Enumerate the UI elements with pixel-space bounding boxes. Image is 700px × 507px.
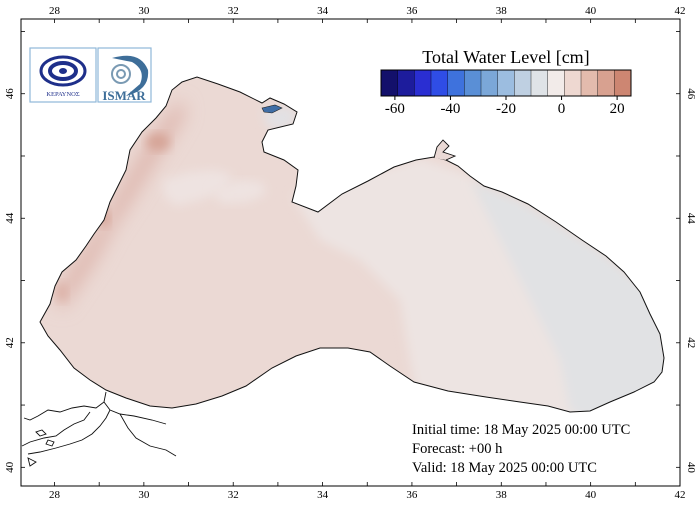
colorbar-cell	[481, 70, 498, 96]
forecast-info: Initial time: 18 May 2025 00:00 UTC Fore…	[412, 422, 630, 476]
lat-label-left: 40	[4, 461, 16, 473]
national-observatory-logo: ΚΕΡΑΥΝΟΣ	[29, 47, 97, 103]
black-sea-coastline	[39, 76, 665, 413]
colorbar-tick-label: -40	[440, 101, 460, 117]
lon-label-bottom: 42	[675, 489, 686, 501]
logo-text-ismar: ISMAR	[102, 88, 146, 103]
lat-label-right: 44	[685, 213, 697, 225]
colorbar-cell	[414, 70, 432, 96]
marmara-coastline	[21, 391, 177, 467]
colorbar-tick-label: -20	[496, 101, 516, 117]
lat-ticks-right: 40 42 44 46	[685, 88, 697, 473]
lon-label-top: 30	[138, 5, 150, 17]
colorbar-cell	[431, 70, 448, 96]
lat-label-right: 42	[685, 337, 697, 348]
colorbar-cell	[447, 70, 465, 96]
colorbar-cell	[497, 70, 515, 96]
lon-label-top: 36	[406, 5, 418, 17]
lon-label-top: 38	[496, 5, 508, 17]
lon-label-bottom: 28	[49, 489, 61, 501]
colorbar-tick-label: 0	[558, 101, 566, 117]
lon-label-bottom: 34	[317, 489, 329, 501]
lon-label-top: 34	[317, 5, 329, 17]
frame-border-ticks	[21, 19, 681, 486]
colorbar-cells	[381, 70, 632, 96]
valid-time: Valid: 18 May 2025 00:00 UTC	[412, 460, 597, 476]
colorbar-cell	[397, 70, 415, 96]
lon-label-bottom: 30	[138, 489, 150, 501]
initial-time: Initial time: 18 May 2025 00:00 UTC	[412, 422, 630, 438]
colorbar-cell	[547, 70, 565, 96]
colorbar-cell	[614, 70, 632, 96]
lat-label-left: 44	[4, 212, 16, 224]
colorbar-cell	[531, 70, 548, 96]
lon-label-top: 42	[675, 5, 686, 17]
colorbar-cell	[381, 70, 398, 96]
lon-ticks-top: 28 30 32 34 36 38 40 42	[49, 5, 685, 17]
lon-label-top: 32	[228, 5, 239, 17]
colorbar-tick-label: 20	[610, 101, 625, 117]
logo-text-keraunos: ΚΕΡΑΥΝΟΣ	[46, 91, 79, 98]
colorbar-title: Total Water Level [cm]	[422, 47, 589, 67]
lon-label-bottom: 36	[406, 489, 418, 501]
lat-label-left: 42	[4, 337, 16, 348]
lon-label-top: 40	[585, 5, 597, 17]
kerch-feature	[433, 139, 457, 161]
ismar-logo: ISMAR	[97, 47, 152, 103]
lon-label-bottom: 40	[585, 489, 597, 501]
lat-label-left: 46	[4, 88, 16, 100]
colorbar-cell	[564, 70, 582, 96]
colorbar: Total Water Level [cm] -60 -40 -20 0 20	[380, 47, 632, 117]
map-frame	[20, 18, 681, 487]
lat-ticks-left: 40 42 44 46	[4, 88, 16, 473]
colorbar-ticks: -60 -40 -20 0 20	[385, 96, 625, 117]
lat-label-right: 40	[685, 462, 697, 474]
lon-ticks-bottom: 28 30 32 34 36 38 40 42	[49, 489, 685, 501]
colorbar-tick-label: -60	[385, 101, 405, 117]
colorbar-cell	[464, 70, 482, 96]
lon-label-bottom: 38	[496, 489, 508, 501]
colorbar-cell	[597, 70, 615, 96]
lon-label-top: 28	[49, 5, 61, 17]
lon-label-bottom: 32	[228, 489, 239, 501]
lat-label-right: 46	[685, 88, 697, 100]
azov-blue-patch	[261, 104, 283, 114]
forecast-lead: Forecast: +00 h	[412, 441, 503, 457]
colorbar-cell	[514, 70, 532, 96]
colorbar-cell	[581, 70, 598, 96]
